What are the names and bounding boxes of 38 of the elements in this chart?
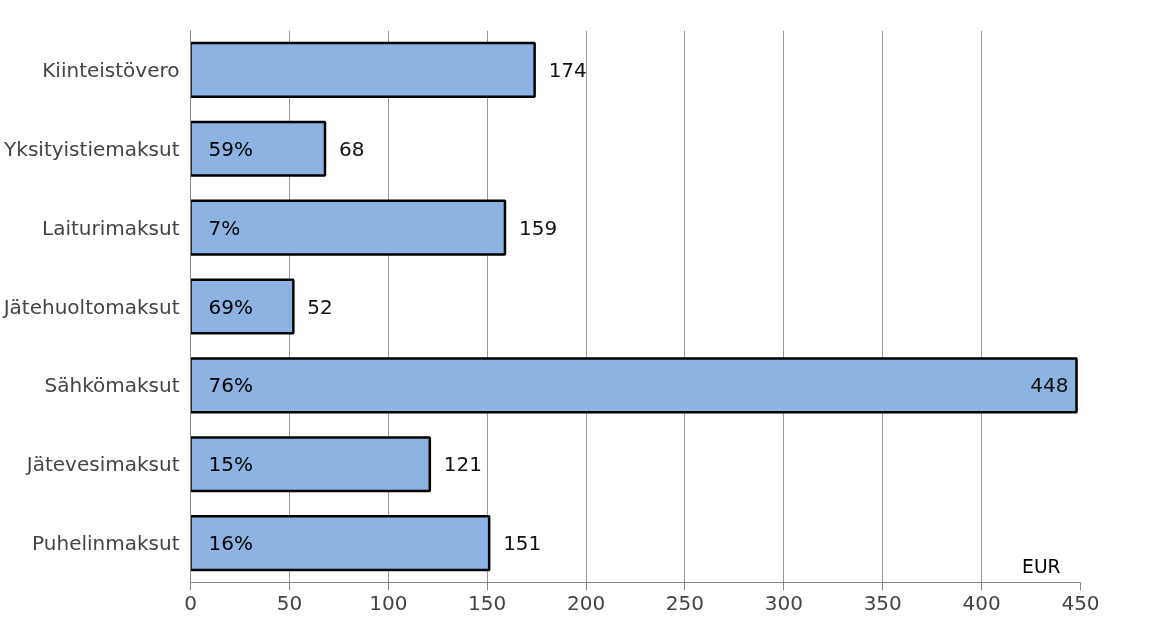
data-label: 52	[307, 294, 333, 319]
data-label: 448	[1030, 373, 1069, 398]
data-label: 68	[338, 136, 365, 161]
annotation: 15%	[208, 452, 253, 477]
y-tick-label: Kiinteistövero	[42, 57, 180, 82]
x-tick-label: 450	[1061, 590, 1100, 615]
data-label: 159	[518, 215, 558, 240]
annotation: 59%	[208, 136, 253, 161]
y-tick-label: Sähkömaksut	[44, 373, 180, 398]
annotation: 7%	[208, 215, 241, 240]
y-tick-label: Puhelinmaksut	[32, 531, 180, 556]
bar	[190, 436, 432, 493]
x-tick-label: 50	[276, 590, 303, 615]
y-tick-label: Jätevesimaksut	[24, 452, 180, 477]
x-tick-label: 350	[863, 590, 902, 615]
data-label: 151	[503, 531, 542, 556]
bar	[190, 278, 295, 335]
x-tick-label: 250	[665, 590, 705, 615]
annotation: 69%	[208, 294, 253, 319]
data-label: 121	[443, 452, 482, 477]
x-tick-label: 200	[566, 590, 606, 615]
y-tick-label: Jätehuoltomaksut	[1, 294, 180, 319]
annotation: 76%	[208, 373, 253, 398]
bar	[190, 120, 327, 177]
annotation: 16%	[208, 531, 253, 556]
x-tick-label: 100	[369, 590, 408, 615]
data-label: 174	[548, 57, 587, 82]
annotation: EUR	[1022, 555, 1061, 577]
bar	[190, 357, 1078, 414]
bar	[190, 41, 536, 98]
x-tick-label: 0	[184, 590, 197, 615]
x-tick-label: 150	[468, 590, 507, 615]
y-tick-label: Laiturimaksut	[41, 215, 180, 240]
bar	[190, 515, 491, 572]
x-tick-label: 300	[764, 590, 803, 615]
bar	[190, 199, 507, 256]
y-tick-label: Yksityistiemaksut	[3, 136, 180, 161]
x-tick-label: 400	[962, 590, 1001, 615]
